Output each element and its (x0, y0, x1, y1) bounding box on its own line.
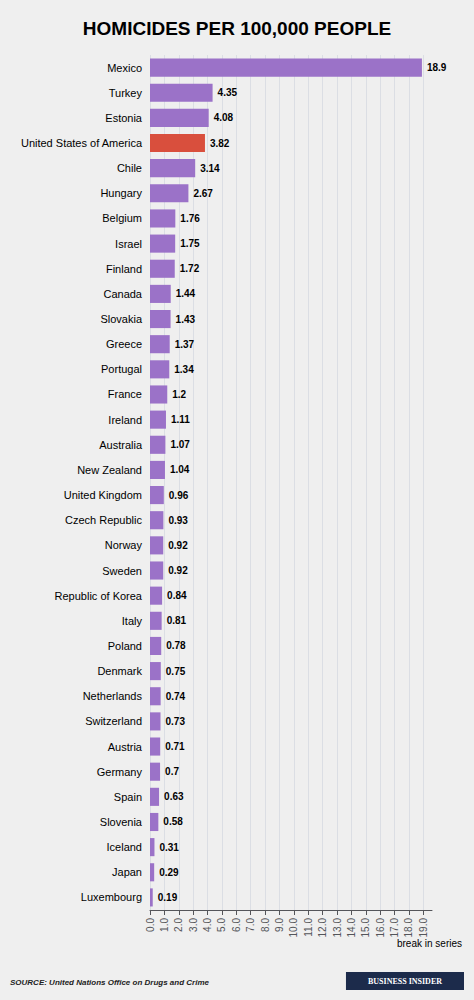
svg-text:4.35: 4.35 (218, 87, 238, 98)
svg-text:Sweden: Sweden (102, 565, 142, 577)
svg-text:Finland: Finland (106, 263, 142, 275)
svg-text:2.67: 2.67 (193, 188, 213, 199)
svg-text:0.74: 0.74 (166, 691, 186, 702)
svg-text:SOURCE: United Nations Office: SOURCE: United Nations Office on Drugs a… (10, 978, 210, 987)
svg-text:Poland: Poland (108, 640, 142, 652)
svg-text:1.43: 1.43 (176, 314, 196, 325)
svg-text:1.34: 1.34 (174, 364, 194, 375)
svg-text:0.75: 0.75 (166, 666, 186, 677)
svg-text:Germany: Germany (97, 766, 143, 778)
svg-text:Ireland: Ireland (108, 414, 142, 426)
svg-text:1.76: 1.76 (180, 213, 200, 224)
svg-text:0.19: 0.19 (158, 892, 178, 903)
svg-text:0.29: 0.29 (159, 867, 179, 878)
svg-text:United Kingdom: United Kingdom (64, 489, 142, 501)
svg-text:0.0: 0.0 (145, 918, 156, 932)
svg-text:5.0: 5.0 (216, 918, 227, 932)
svg-text:15.0: 15.0 (360, 918, 371, 938)
svg-text:10.0: 10.0 (288, 918, 299, 938)
svg-text:break in series: break in series (397, 938, 462, 949)
svg-text:Japan: Japan (112, 866, 142, 878)
svg-text:Belgium: Belgium (102, 212, 142, 224)
svg-text:France: France (108, 388, 142, 400)
svg-text:1.72: 1.72 (180, 263, 200, 274)
svg-text:1.2: 1.2 (172, 389, 186, 400)
svg-text:19.0: 19.0 (418, 918, 429, 938)
svg-text:Mexico: Mexico (107, 62, 142, 74)
svg-text:1.07: 1.07 (170, 439, 190, 450)
svg-text:0.84: 0.84 (167, 590, 187, 601)
svg-text:8.0: 8.0 (260, 918, 271, 932)
svg-text:18.9: 18.9 (427, 62, 447, 73)
svg-text:0.73: 0.73 (166, 716, 186, 727)
svg-text:HOMICIDES PER 100,000 PEOPLE: HOMICIDES PER 100,000 PEOPLE (83, 18, 391, 39)
svg-text:Greece: Greece (106, 338, 142, 350)
svg-text:0.81: 0.81 (167, 615, 187, 626)
svg-text:1.04: 1.04 (170, 464, 190, 475)
svg-text:Spain: Spain (114, 791, 142, 803)
svg-text:Switzerland: Switzerland (85, 715, 142, 727)
svg-text:14.0: 14.0 (346, 918, 357, 938)
svg-text:3.0: 3.0 (188, 918, 199, 932)
svg-text:United States of America: United States of America (21, 137, 143, 149)
svg-text:11.0: 11.0 (303, 918, 314, 937)
svg-text:3.14: 3.14 (200, 163, 220, 174)
svg-text:Denmark: Denmark (97, 665, 142, 677)
svg-text:0.58: 0.58 (163, 816, 183, 827)
svg-text:7.0: 7.0 (245, 918, 256, 932)
svg-text:6.0: 6.0 (231, 918, 242, 932)
svg-text:Austria: Austria (108, 741, 143, 753)
svg-text:Italy: Italy (122, 615, 143, 627)
svg-text:Iceland: Iceland (107, 841, 142, 853)
svg-text:4.0: 4.0 (202, 918, 213, 932)
svg-text:New Zealand: New Zealand (77, 464, 142, 476)
svg-text:Israel: Israel (115, 238, 142, 250)
svg-text:Netherlands: Netherlands (83, 690, 143, 702)
svg-text:Slovenia: Slovenia (100, 816, 143, 828)
svg-text:3.82: 3.82 (210, 138, 230, 149)
svg-text:Canada: Canada (103, 288, 142, 300)
svg-text:0.7: 0.7 (165, 766, 179, 777)
svg-text:Estonia: Estonia (105, 112, 143, 124)
svg-text:1.37: 1.37 (175, 339, 195, 350)
svg-text:0.96: 0.96 (169, 490, 189, 501)
svg-text:1.11: 1.11 (171, 414, 190, 425)
svg-text:12.0: 12.0 (317, 918, 328, 938)
svg-text:BUSINESS INSIDER: BUSINESS INSIDER (368, 977, 442, 986)
svg-text:1.75: 1.75 (180, 238, 200, 249)
svg-text:Norway: Norway (105, 539, 143, 551)
svg-text:Slovakia: Slovakia (100, 313, 142, 325)
svg-text:18.0: 18.0 (403, 918, 414, 938)
svg-text:9.0: 9.0 (274, 918, 285, 932)
svg-text:0.63: 0.63 (164, 791, 184, 802)
svg-text:13.0: 13.0 (332, 918, 343, 938)
svg-text:Czech Republic: Czech Republic (65, 514, 143, 526)
svg-text:Republic of Korea: Republic of Korea (55, 590, 143, 602)
svg-text:Turkey: Turkey (109, 87, 143, 99)
svg-text:17.0: 17.0 (389, 918, 400, 938)
svg-text:Chile: Chile (117, 162, 142, 174)
svg-text:4.08: 4.08 (214, 112, 234, 123)
svg-text:0.93: 0.93 (168, 515, 188, 526)
svg-text:Hungary: Hungary (100, 187, 142, 199)
svg-text:Australia: Australia (99, 439, 143, 451)
svg-text:0.78: 0.78 (166, 640, 186, 651)
svg-text:2.0: 2.0 (173, 918, 184, 932)
svg-text:1.0: 1.0 (159, 918, 170, 932)
svg-text:0.31: 0.31 (159, 842, 179, 853)
svg-text:Luxembourg: Luxembourg (81, 891, 142, 903)
svg-text:0.92: 0.92 (168, 540, 188, 551)
svg-text:Portugal: Portugal (101, 363, 142, 375)
svg-text:0.92: 0.92 (168, 565, 188, 576)
svg-text:1.44: 1.44 (176, 288, 196, 299)
svg-text:0.71: 0.71 (165, 741, 185, 752)
svg-text:16.0: 16.0 (375, 918, 386, 938)
